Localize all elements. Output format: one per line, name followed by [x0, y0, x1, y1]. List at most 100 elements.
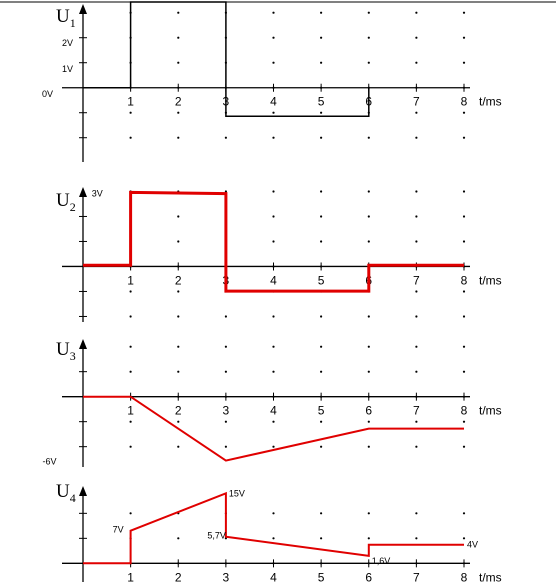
grid-dot — [367, 420, 370, 423]
y-axis-label: U4 — [56, 481, 76, 505]
grid-dot — [320, 370, 323, 373]
grid-dot — [367, 11, 370, 14]
grid-dot — [462, 136, 466, 139]
grid-dot — [415, 290, 418, 293]
grid-dot — [177, 290, 180, 293]
x-tick-label: 6 — [365, 570, 372, 584]
grid-dot — [272, 445, 275, 448]
grid-dot — [415, 370, 418, 373]
grid-dot — [415, 215, 418, 218]
y-axis-arrowhead — [79, 339, 87, 349]
grid-dot — [462, 190, 466, 193]
x-tick-label: 5 — [318, 95, 325, 109]
data-label: 7V — [113, 525, 124, 535]
grid-dot — [462, 537, 466, 540]
x-tick-label: 7 — [413, 95, 420, 109]
x-tick-label: 5 — [318, 273, 325, 287]
y-tick-label: 2V — [62, 38, 73, 48]
data-label: 15V — [229, 488, 245, 498]
x-tick-label: 8 — [461, 570, 468, 584]
x-tick-label: 2 — [175, 404, 182, 418]
grid-dot — [177, 345, 180, 348]
grid-dot — [177, 315, 180, 318]
grid-dot — [272, 136, 275, 139]
grid-dot — [415, 36, 418, 39]
x-tick-label: 2 — [175, 273, 182, 287]
grid-dot — [415, 136, 418, 139]
grid-dot — [272, 61, 275, 64]
grid-dot — [367, 61, 370, 64]
series-line — [83, 491, 464, 565]
y-axis-arrowhead — [79, 187, 87, 197]
grid-dot — [272, 240, 275, 243]
grid-dot — [177, 36, 180, 39]
grid-dot — [462, 61, 466, 64]
series-line — [83, 190, 464, 293]
grid-dot — [129, 136, 132, 139]
data-label: -6V — [43, 457, 57, 467]
grid-dot — [177, 370, 180, 373]
grid-dot — [129, 345, 132, 348]
x-tick-label: 7 — [413, 570, 420, 584]
grid-dot — [415, 512, 418, 515]
x-axis-label: t/ms — [479, 570, 502, 584]
grid-dot — [320, 215, 323, 218]
grid-dot — [177, 537, 180, 540]
grid-dot — [129, 111, 132, 114]
x-axis-label: t/ms — [479, 273, 502, 287]
grid-dot — [129, 290, 132, 293]
grid-dot — [224, 345, 227, 348]
grid-dot — [367, 370, 370, 373]
y-axis-arrowhead — [79, 486, 87, 496]
x-tick-label: 4 — [270, 95, 277, 109]
grid-dot — [272, 11, 275, 14]
grid-dot — [367, 345, 370, 348]
grid-dot — [177, 240, 180, 243]
grid-dot — [177, 215, 180, 218]
x-tick-label: 8 — [461, 404, 468, 418]
grid-dot — [320, 420, 323, 423]
grid-dot — [462, 512, 466, 515]
y-axis-label: U2 — [56, 190, 76, 214]
grid-dot — [320, 190, 323, 193]
data-label: 1,6V — [372, 556, 391, 566]
grid-dot — [272, 345, 275, 348]
x-tick-label: 4 — [270, 570, 277, 584]
grid-dot — [320, 36, 323, 39]
grid-dot — [415, 445, 418, 448]
grid-dot — [462, 445, 466, 448]
x-tick-label: 8 — [461, 273, 468, 287]
x-tick-label: 8 — [461, 95, 468, 109]
grid-dot — [320, 111, 323, 114]
grid-dot — [177, 11, 180, 14]
x-tick-label: 5 — [318, 404, 325, 418]
grid-dot — [462, 315, 466, 318]
grid-dot — [224, 420, 227, 423]
x-tick-label: 7 — [413, 273, 420, 287]
grid-dot — [320, 512, 323, 515]
grid-dot — [415, 61, 418, 64]
grid-dot — [272, 512, 275, 515]
grid-dot — [367, 190, 370, 193]
grid-dot — [272, 370, 275, 373]
y-axis-label: U3 — [56, 339, 76, 363]
zero-label: 0V — [42, 89, 53, 99]
grid-dot — [415, 11, 418, 14]
x-axis-label: t/ms — [479, 95, 502, 109]
grid-dot — [177, 445, 180, 448]
dot-grid — [129, 190, 466, 318]
x-tick-label: 2 — [175, 95, 182, 109]
grid-dot — [462, 290, 466, 293]
x-tick-label: 2 — [175, 570, 182, 584]
grid-dot — [177, 61, 180, 64]
grid-dot — [272, 36, 275, 39]
grid-dot — [367, 136, 370, 139]
x-tick-label: 4 — [270, 273, 277, 287]
grid-dot — [272, 315, 275, 318]
grid-dot — [272, 420, 275, 423]
grid-dot — [320, 240, 323, 243]
grid-dot — [415, 345, 418, 348]
chart-panel-3: 1 2 3 4 5 6 7 8 t/ms U3 -6V — [43, 339, 502, 467]
